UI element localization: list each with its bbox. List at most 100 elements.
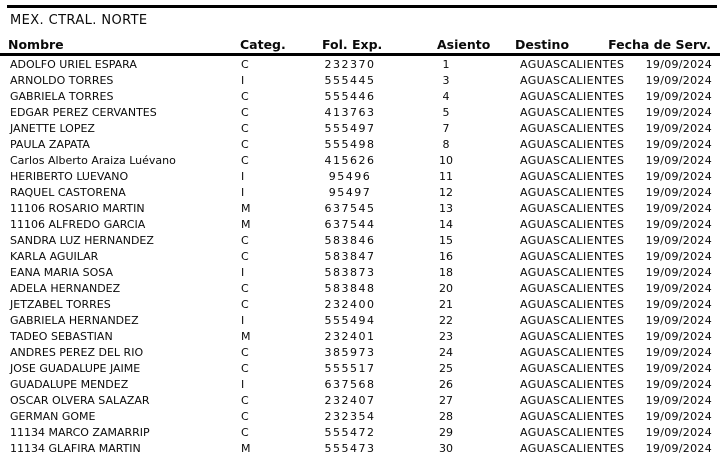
cell-categ: M — [241, 218, 251, 231]
table-body: ADOLFO URIEL ESPARA C 232370 1 AGUASCALI… — [0, 57, 723, 457]
column-header-destino: Destino — [515, 37, 570, 52]
cell-asiento: 14 — [439, 218, 453, 231]
cell-destino: AGUASCALIENTES — [520, 218, 625, 231]
cell-fol-exp: 232400 — [324, 298, 376, 311]
column-header-nombre: Nombre — [8, 37, 64, 52]
table-row: 11106 ALFREDO GARCIA M 637544 14 AGUASCA… — [0, 217, 723, 233]
cell-fol-exp: 637544 — [324, 218, 376, 231]
cell-destino: AGUASCALIENTES — [520, 106, 625, 119]
cell-destino: AGUASCALIENTES — [520, 90, 625, 103]
cell-categ: C — [241, 58, 249, 71]
cell-asiento: 5 — [442, 106, 450, 119]
cell-nombre: JOSE GUADALUPE JAIME — [10, 362, 141, 375]
cell-fecha: 19/09/2024 — [645, 234, 712, 247]
cell-categ: I — [241, 266, 245, 279]
cell-nombre: OSCAR OLVERA SALAZAR — [10, 394, 150, 407]
cell-fecha: 19/09/2024 — [645, 202, 712, 215]
cell-fecha: 19/09/2024 — [645, 426, 712, 439]
cell-fol-exp: 637568 — [324, 378, 376, 391]
cell-fol-exp: 555497 — [324, 122, 376, 135]
cell-fol-exp: 555472 — [324, 426, 376, 439]
cell-categ: C — [241, 122, 249, 135]
cell-fol-exp: 637545 — [324, 202, 376, 215]
cell-fol-exp: 555445 — [324, 74, 376, 87]
cell-destino: AGUASCALIENTES — [520, 122, 625, 135]
cell-categ: M — [241, 442, 251, 455]
cell-asiento: 3 — [442, 74, 450, 87]
cell-categ: C — [241, 250, 249, 263]
cell-destino: AGUASCALIENTES — [520, 170, 625, 183]
cell-destino: AGUASCALIENTES — [520, 330, 625, 343]
cell-nombre: GABRIELA HERNANDEZ — [10, 314, 139, 327]
table-row: OSCAR OLVERA SALAZAR C 232407 27 AGUASCA… — [0, 393, 723, 409]
cell-fecha: 19/09/2024 — [645, 346, 712, 359]
cell-categ: C — [241, 426, 249, 439]
cell-asiento: 11 — [439, 170, 453, 183]
table-row: 11134 GLAFIRA MARTIN M 555473 30 AGUASCA… — [0, 441, 723, 457]
cell-categ: C — [241, 298, 249, 311]
page-title: MEX. CTRAL. NORTE — [10, 13, 148, 28]
cell-nombre: EDGAR PEREZ CERVANTES — [10, 106, 157, 119]
table-row: TADEO SEBASTIAN M 232401 23 AGUASCALIENT… — [0, 329, 723, 345]
table-row: 11134 MARCO ZAMARRIP C 555472 29 AGUASCA… — [0, 425, 723, 441]
cell-nombre: RAQUEL CASTORENA — [10, 186, 126, 199]
cell-nombre: KARLA AGUILAR — [10, 250, 99, 263]
column-header-fol-exp: Fol. Exp. — [322, 37, 383, 52]
cell-destino: AGUASCALIENTES — [520, 202, 625, 215]
cell-categ: I — [241, 170, 245, 183]
cell-asiento: 29 — [439, 426, 453, 439]
cell-fecha: 19/09/2024 — [645, 442, 712, 455]
table-row: KARLA AGUILAR C 583847 16 AGUASCALIENTES… — [0, 249, 723, 265]
table-row: ANDRES PEREZ DEL RIO C 385973 24 AGUASCA… — [0, 345, 723, 361]
table-row: HERIBERTO LUEVANO I 95496 11 AGUASCALIEN… — [0, 169, 723, 185]
cell-asiento: 7 — [442, 122, 450, 135]
cell-categ: C — [241, 138, 249, 151]
cell-destino: AGUASCALIENTES — [520, 378, 625, 391]
cell-nombre: JANETTE LOPEZ — [10, 122, 95, 135]
table-row: JOSE GUADALUPE JAIME C 555517 25 AGUASCA… — [0, 361, 723, 377]
cell-fol-exp: 555473 — [324, 442, 376, 455]
table-row: JANETTE LOPEZ C 555497 7 AGUASCALIENTES … — [0, 121, 723, 137]
cell-asiento: 22 — [439, 314, 453, 327]
cell-fol-exp: 232407 — [324, 394, 376, 407]
cell-nombre: Carlos Alberto Araiza Luévano — [10, 154, 176, 167]
column-header-asiento: Asiento — [437, 37, 491, 52]
table-row: EDGAR PEREZ CERVANTES C 413763 5 AGUASCA… — [0, 105, 723, 121]
cell-asiento: 30 — [439, 442, 453, 455]
cell-fol-exp: 232401 — [324, 330, 376, 343]
cell-nombre: PAULA ZAPATA — [10, 138, 90, 151]
cell-asiento: 28 — [439, 410, 453, 423]
cell-destino: AGUASCALIENTES — [520, 138, 625, 151]
cell-asiento: 13 — [439, 202, 453, 215]
cell-asiento: 12 — [439, 186, 453, 199]
cell-fecha: 19/09/2024 — [645, 298, 712, 311]
cell-destino: AGUASCALIENTES — [520, 362, 625, 375]
cell-asiento: 25 — [439, 362, 453, 375]
cell-asiento: 15 — [439, 234, 453, 247]
cell-fol-exp: 232370 — [324, 58, 376, 71]
cell-fecha: 19/09/2024 — [645, 106, 712, 119]
cell-nombre: 11134 MARCO ZAMARRIP — [10, 426, 150, 439]
cell-fol-exp: 385973 — [324, 346, 376, 359]
table-header: Nombre Categ. Fol. Exp. Asiento Destino … — [0, 36, 723, 53]
table-row: RAQUEL CASTORENA I 95497 12 AGUASCALIENT… — [0, 185, 723, 201]
cell-asiento: 27 — [439, 394, 453, 407]
cell-fol-exp: 413763 — [324, 106, 376, 119]
cell-nombre: 11106 ALFREDO GARCIA — [10, 218, 146, 231]
cell-destino: AGUASCALIENTES — [520, 186, 625, 199]
cell-fecha: 19/09/2024 — [645, 362, 712, 375]
cell-nombre: 11134 GLAFIRA MARTIN — [10, 442, 141, 455]
cell-fecha: 19/09/2024 — [645, 122, 712, 135]
cell-categ: C — [241, 362, 249, 375]
cell-categ: C — [241, 346, 249, 359]
cell-asiento: 1 — [442, 58, 450, 71]
cell-fol-exp: 583848 — [324, 282, 376, 295]
cell-fol-exp: 555446 — [324, 90, 376, 103]
cell-nombre: ARNOLDO TORRES — [10, 74, 114, 87]
cell-fol-exp: 555498 — [324, 138, 376, 151]
cell-fecha: 19/09/2024 — [645, 250, 712, 263]
cell-fol-exp: 555494 — [324, 314, 376, 327]
cell-categ: C — [241, 106, 249, 119]
cell-fecha: 19/09/2024 — [645, 74, 712, 87]
